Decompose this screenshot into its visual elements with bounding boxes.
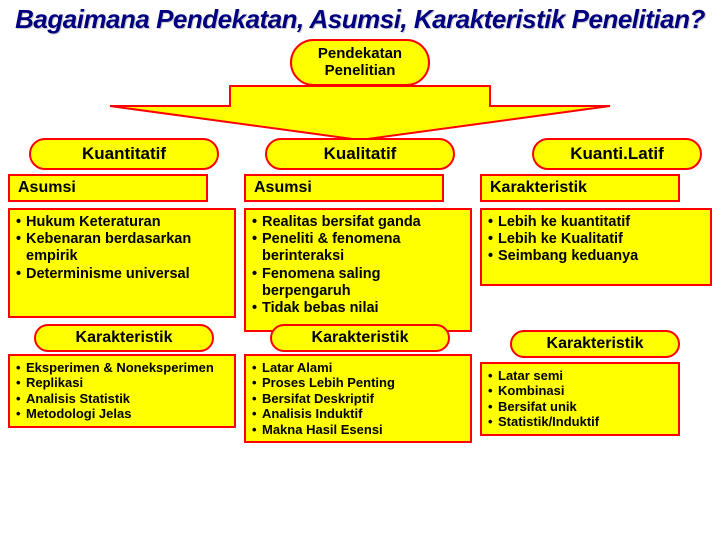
page-title: Bagaimana Pendekatan, Asumsi, Karakteris… [0,0,720,37]
column-kualitatif: Kualitatif Asumsi •Realitas bersifat gan… [244,138,476,446]
point-text: Bersifat unik [498,399,672,415]
point-text: Kombinasi [498,383,672,399]
point-text: Peneliti & fenomena berinteraksi [262,231,464,266]
columns-container: Kuantitatif Asumsi •Hukum Keteraturan •K… [0,138,720,446]
karakteristik-box: •Eksperimen & Noneksperimen •Replikasi •… [8,354,236,428]
karakteristik-header: Karakteristik [34,324,214,352]
point-text: Latar Alami [262,360,464,376]
point-text: Bersifat Deskriptif [262,391,464,407]
point-text: Eksperimen & Noneksperimen [26,360,228,376]
down-arrow [0,80,720,142]
asumsi-header: Asumsi [8,174,208,202]
point-text: Seimbang keduanya [498,248,704,265]
karakteristik-header-top: Karakteristik [480,174,680,202]
asumsi-box: •Hukum Keteraturan •Kebenaran berdasarka… [8,208,236,318]
point-text: Latar semi [498,368,672,384]
karakteristik-box: •Latar semi •Kombinasi •Bersifat unik •S… [480,362,680,436]
point-text: Fenomena saling berpengaruh [262,266,464,301]
karakteristik-header: Karakteristik [510,330,680,358]
point-text: Makna Hasil Esensi [262,422,464,438]
point-text: Realitas bersifat ganda [262,214,464,231]
karakteristik-header: Karakteristik [270,324,450,352]
point-text: Kebenaran berdasarkan empirik [26,231,228,266]
point-text: Lebih ke kuantitatif [498,214,704,231]
point-text: Replikasi [26,375,228,391]
point-text: Tidak bebas nilai [262,300,464,317]
karakteristik-box: •Latar Alami •Proses Lebih Penting •Bers… [244,354,472,444]
branch-title: Kuanti.Latif [532,138,702,170]
point-text: Proses Lebih Penting [262,375,464,391]
point-text: Analisis Statistik [26,391,228,407]
karakteristik-top-box: •Lebih ke kuantitatif •Lebih ke Kualitat… [480,208,712,286]
asumsi-box: •Realitas bersifat ganda •Peneliti & fen… [244,208,472,332]
column-kuantilatif: Kuanti.Latif Karakteristik •Lebih ke kua… [480,138,712,446]
point-text: Metodologi Jelas [26,406,228,422]
point-text: Statistik/Induktif [498,414,672,430]
column-kuantitatif: Kuantitatif Asumsi •Hukum Keteraturan •K… [8,138,240,446]
point-text: Determinisme universal [26,266,228,283]
point-text: Analisis Induktif [262,406,464,422]
point-text: Lebih ke Kualitatif [498,231,704,248]
asumsi-header: Asumsi [244,174,444,202]
point-text: Hukum Keteraturan [26,214,228,231]
branch-title: Kualitatif [265,138,455,170]
branch-title: Kuantitatif [29,138,219,170]
